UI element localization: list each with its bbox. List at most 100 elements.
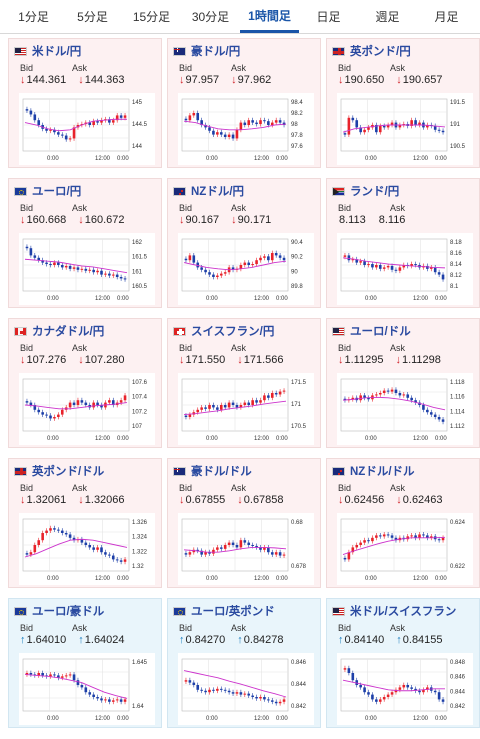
ask-label: Ask bbox=[390, 343, 406, 353]
candle-body bbox=[60, 676, 64, 678]
moving-average-line bbox=[183, 670, 287, 698]
currency-card[interactable]: 英ポンド/円 Bid Ask ↓190.650 ↓190.657 191.5 191 190.… bbox=[326, 38, 480, 168]
ask-value: 1.32066 bbox=[84, 494, 125, 506]
pair-name[interactable]: ユーロ/ドル bbox=[350, 326, 411, 338]
tab-4[interactable]: 1時間足 bbox=[240, 0, 299, 33]
tab-3[interactable]: 30分足 bbox=[191, 10, 230, 24]
mini-chart[interactable]: 145 144.5 144 0:00 12:00 0:00 bbox=[19, 93, 155, 165]
candle-body bbox=[398, 267, 402, 271]
currency-card[interactable]: 豪ドル/ドル Bid Ask ↓0.67855 ↓0.67858 0.68 0.678 0:0… bbox=[167, 458, 321, 588]
za-flag-icon bbox=[332, 186, 345, 196]
candle-body bbox=[92, 121, 95, 125]
mini-chart[interactable]: 0.624 0.622 0:00 12:00 0:00 bbox=[337, 513, 473, 585]
tab-0[interactable]: 1分足 bbox=[18, 10, 49, 24]
ch-flag-icon bbox=[173, 326, 186, 336]
pair-name[interactable]: ユーロ/円 bbox=[32, 186, 82, 198]
pair-name[interactable]: 米ドル/スイスフラン bbox=[350, 606, 457, 618]
pair-name[interactable]: 英ポンド/ドル bbox=[32, 466, 105, 478]
candle-body bbox=[375, 699, 378, 702]
bid-value: 0.84140 bbox=[344, 634, 385, 646]
mini-chart[interactable]: 1.118 1.116 1.114 1.112 0:00 12:00 0:00 bbox=[337, 373, 473, 445]
pair-name[interactable]: 米ドル/円 bbox=[32, 46, 82, 58]
currency-card[interactable]: NZドル/円 Bid Ask ↓90.167 ↓90.171 90.4 90.2 90 89.8… bbox=[167, 178, 321, 308]
candle-body bbox=[123, 699, 127, 702]
candle-body bbox=[188, 680, 192, 683]
pair-name[interactable]: 英ポンド/円 bbox=[350, 46, 411, 58]
mini-chart[interactable]: 1.645 1.64 0:00 12:00 0:00 bbox=[19, 653, 155, 725]
pair-name[interactable]: スイスフラン/円 bbox=[191, 326, 275, 338]
tab-7[interactable]: 月足 bbox=[434, 10, 459, 24]
candle-body bbox=[53, 528, 56, 530]
mini-chart[interactable]: 1.326 1.324 1.322 1.32 0:00 12:00 0:00 bbox=[19, 513, 155, 585]
candle-body bbox=[367, 127, 370, 130]
pair-name[interactable]: カナダドル/円 bbox=[32, 326, 105, 338]
y-tick-label: 171 bbox=[291, 402, 302, 408]
mini-chart[interactable]: 8.18 8.16 8.14 8.12 8.1 0:00 12:00 0:00 bbox=[337, 233, 473, 305]
candle-body bbox=[33, 545, 37, 553]
candle-body bbox=[278, 391, 282, 395]
currency-card[interactable]: 米ドル/円 Bid Ask ↓144.361 ↓144.363 145 144.5 144 0:… bbox=[8, 38, 162, 168]
ask-label: Ask bbox=[72, 343, 88, 353]
arrow-down-icon: ↓ bbox=[179, 74, 185, 86]
mini-chart[interactable]: 107.6 107.4 107.2 107 0:00 12:00 0:00 bbox=[19, 373, 155, 445]
candle-body bbox=[216, 275, 219, 277]
tab-5[interactable]: 日足 bbox=[316, 10, 341, 24]
moving-average-line bbox=[342, 536, 446, 556]
candle-body bbox=[410, 264, 413, 266]
candle-body bbox=[188, 414, 192, 417]
y-tick-label: 190.5 bbox=[450, 144, 466, 150]
mini-chart[interactable]: 171.5 171 170.5 0:00 12:00 0:00 bbox=[178, 373, 314, 445]
pair-name[interactable]: 豪ドル/ドル bbox=[191, 466, 252, 478]
tab-6[interactable]: 週足 bbox=[375, 10, 400, 24]
ask-value: 171.566 bbox=[243, 354, 284, 366]
mini-chart[interactable]: 162 161.5 161 160.5 0:00 12:00 0:00 bbox=[19, 233, 155, 305]
price-values: ↑0.84270 ↑0.84278 bbox=[179, 634, 296, 646]
currency-card[interactable]: 英ポンド/ドル Bid Ask ↓1.32061 ↓1.32066 1.326 1.324 1… bbox=[8, 458, 162, 588]
currency-card[interactable]: 豪ドル/円 Bid Ask ↓97.957 ↓97.962 98.4 98.2 98 97.8 9… bbox=[167, 38, 321, 168]
mini-chart[interactable]: 90.4 90.2 90 89.8 0:00 12:00 0:00 bbox=[178, 233, 314, 305]
candle-body bbox=[355, 259, 359, 263]
candle-body bbox=[60, 530, 64, 533]
currency-card[interactable]: ユーロ/英ポンド Bid Ask ↑0.84270 ↑0.84278 0.846 0.844… bbox=[167, 598, 321, 728]
mini-chart[interactable]: 98.4 98.2 98 97.8 97.6 0:00 12:00 0:00 bbox=[178, 93, 314, 165]
pair-name[interactable]: NZドル/ドル bbox=[350, 466, 415, 478]
pair-name[interactable]: ユーロ/英ポンド bbox=[191, 606, 275, 618]
mini-chart[interactable]: 191.5 191 190.5 0:00 12:00 0:00 bbox=[337, 93, 473, 165]
tab-1[interactable]: 5分足 bbox=[77, 10, 108, 24]
mini-chart[interactable]: 0.68 0.678 0:00 12:00 0:00 bbox=[178, 513, 314, 585]
pair-name[interactable]: ユーロ/豪ドル bbox=[32, 606, 105, 618]
x-tick-label: 12:00 bbox=[254, 156, 270, 162]
mini-chart[interactable]: 0.846 0.844 0.842 0:00 12:00 0:00 bbox=[178, 653, 314, 725]
ask-value: 144.363 bbox=[84, 74, 125, 86]
currency-card[interactable]: ユーロ/ドル Bid Ask ↓1.11295 ↓1.11298 1.118 1.116 1.… bbox=[326, 318, 480, 448]
candle-body bbox=[263, 256, 266, 258]
candle-body bbox=[231, 267, 235, 270]
price-labels: Bid Ask bbox=[338, 623, 442, 633]
currency-card[interactable]: NZドル/ドル Bid Ask ↓0.62456 ↓0.62463 0.624 0.622 0… bbox=[326, 458, 480, 588]
currency-card[interactable]: ユーロ/豪ドル Bid Ask ↑1.64010 ↑1.64024 1.645 1.64 0:… bbox=[8, 598, 162, 728]
tab-2[interactable]: 15分足 bbox=[132, 10, 171, 24]
mini-chart[interactable]: 0.848 0.846 0.844 0.842 0:00 12:00 0:00 bbox=[337, 653, 473, 725]
candle-body bbox=[235, 545, 239, 548]
candle-body bbox=[363, 129, 366, 133]
y-tick-label: 8.16 bbox=[450, 251, 462, 257]
candle-body bbox=[251, 264, 254, 266]
pair-name[interactable]: ランド/円 bbox=[350, 186, 400, 198]
pair-name[interactable]: 豪ドル/円 bbox=[191, 46, 241, 58]
candle-body bbox=[347, 668, 351, 673]
currency-card[interactable]: 米ドル/スイスフラン Bid Ask ↑0.84140 ↑0.84155 0.848 0.8… bbox=[326, 598, 480, 728]
pair-name[interactable]: NZドル/円 bbox=[191, 186, 245, 198]
candle-body bbox=[367, 692, 370, 695]
candle-body bbox=[60, 265, 64, 268]
currency-card[interactable]: カナダドル/円 Bid Ask ↓107.276 ↓107.280 107.6 107.4 1… bbox=[8, 318, 162, 448]
au-flag-icon bbox=[173, 46, 186, 56]
currency-card[interactable]: スイスフラン/円 Bid Ask ↓171.550 ↓171.566 171.5 171 17… bbox=[167, 318, 321, 448]
candle-body bbox=[53, 262, 56, 265]
currency-card[interactable]: ランド/円 Bid Ask 8.113 8.116 8.18 8.16 8.14 8.12 8.1… bbox=[326, 178, 480, 308]
x-tick-label: 12:00 bbox=[413, 156, 429, 162]
currency-card[interactable]: ユーロ/円 Bid Ask ↓160.668 ↓160.672 162 161.5 161 16… bbox=[8, 178, 162, 308]
x-tick-label: 0:00 bbox=[365, 436, 377, 442]
bid-label: Bid bbox=[179, 623, 193, 633]
